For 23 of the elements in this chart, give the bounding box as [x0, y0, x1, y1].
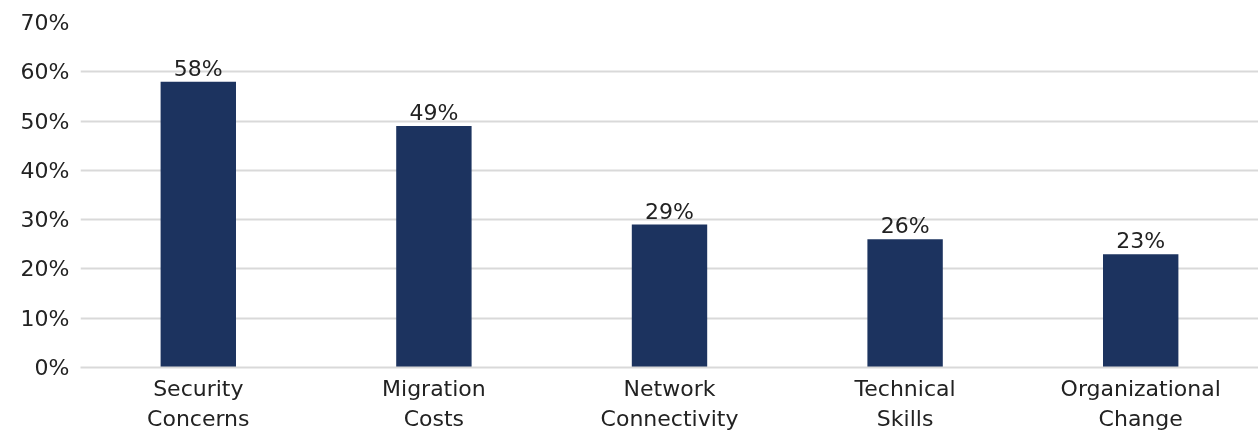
y-tick-label: 10%	[20, 305, 70, 331]
bar	[1103, 254, 1179, 368]
x-tick-label: Migration Costs	[382, 375, 486, 431]
y-tick-label: 60%	[20, 59, 70, 85]
data-label: 23%	[1116, 228, 1166, 254]
y-tick-label: 20%	[20, 256, 70, 282]
y-tick-label: 70%	[20, 10, 70, 35]
x-tick-label: Network Connectivity	[600, 375, 739, 431]
bar	[160, 81, 236, 368]
y-tick-label: 50%	[20, 108, 70, 134]
bar	[867, 239, 943, 368]
x-tick-label: Organizational Change	[1060, 375, 1221, 431]
y-tick-label: 0%	[34, 355, 70, 380]
x-tick-label: Technical Skills	[853, 375, 956, 431]
y-tick-label: 30%	[20, 207, 70, 233]
y-tick-label: 40%	[20, 157, 70, 183]
data-label: 29%	[645, 198, 694, 224]
x-tick-label: Security Concerns	[147, 375, 250, 431]
data-label: 58%	[173, 55, 223, 81]
bar	[631, 224, 708, 368]
data-label: 26%	[880, 213, 930, 239]
data-label: 49%	[409, 100, 459, 125]
bar	[396, 126, 472, 368]
